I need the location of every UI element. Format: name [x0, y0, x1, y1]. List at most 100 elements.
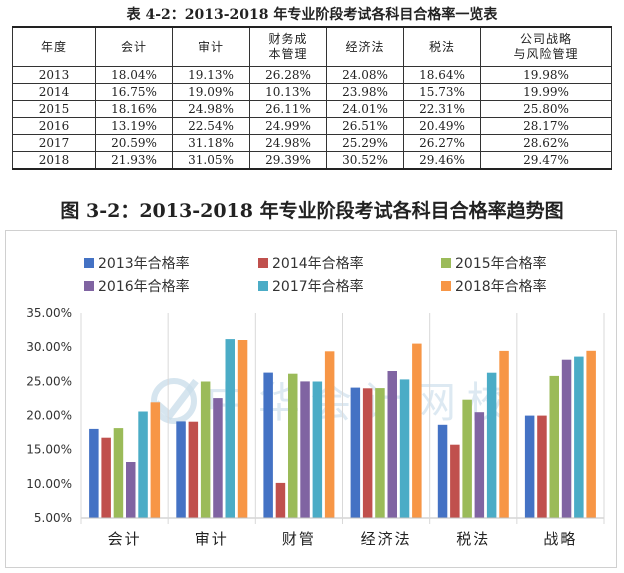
table-rate-cell: 15.73%	[403, 83, 481, 101]
bar	[312, 381, 323, 518]
chart-bars	[89, 339, 596, 518]
bar	[450, 444, 460, 518]
y-tick-label: 10.00%	[26, 477, 72, 491]
x-axis: 会计 审计 财管 经济法 税法 战略	[80, 313, 605, 548]
bar	[188, 421, 199, 518]
pass-rate-table: 年度 会计 审计 财务成 本管理 经济法 税法 公司战略 与风险管理 2013 18.…	[12, 26, 612, 170]
x-category-label: 税法	[456, 530, 490, 548]
bar	[574, 356, 584, 518]
bar	[176, 421, 186, 518]
table-year-cell: 2016	[12, 117, 96, 135]
legend-swatch	[441, 281, 451, 291]
y-tick-label: 30.00%	[26, 340, 72, 354]
legend-swatch	[84, 258, 94, 268]
table-rate-cell: 24.98%	[249, 134, 327, 152]
table-rate-cell: 24.01%	[326, 100, 404, 118]
table-row: 2018 21.93% 31.05% 29.39% 30.52% 29.46% 29.47%	[12, 151, 612, 170]
bar-chart: 2013年合格率 2014年合格率 2015年合格率 2016年合格率 2017年合格率…	[26, 255, 605, 548]
bar	[288, 373, 298, 518]
table-rate-cell: 25.29%	[326, 134, 404, 152]
table-rate-cell: 26.28%	[249, 66, 327, 84]
bar	[275, 482, 286, 518]
x-category-label: 战略	[543, 530, 577, 548]
bar	[89, 428, 99, 518]
table-row: 2014 16.75% 19.09% 10.13% 23.98% 15.73% 19.99%	[12, 83, 612, 101]
bar	[263, 372, 273, 518]
bar	[387, 371, 397, 518]
table-rate-cell: 24.08%	[326, 66, 404, 84]
bar	[237, 340, 248, 518]
table-title: 表 4-2：2013-2018 年专业阶段考试各科目合格率一览表	[126, 7, 498, 23]
chart-container: 2013年合格率 2014年合格率 2015年合格率 2016年合格率 2017年合格率…	[5, 230, 617, 568]
table-rate-cell: 22.31%	[403, 100, 481, 118]
table-rate-cell: 30.52%	[326, 151, 404, 170]
table-rate-cell: 29.46%	[403, 151, 481, 170]
legend-swatch	[258, 258, 268, 268]
table-rate-cell: 13.19%	[95, 117, 173, 135]
bar	[412, 343, 422, 518]
bar	[537, 415, 547, 518]
header-cell-financial-cost-management: 财务成 本管理	[249, 26, 327, 67]
table-row: 2015 18.16% 24.98% 26.11% 24.01% 22.31% 25.80%	[12, 100, 612, 118]
watermark-logo-check	[153, 378, 199, 421]
x-category-label: 审计	[195, 530, 229, 548]
chart-legend: 2013年合格率 2014年合格率 2015年合格率 2016年合格率 2017年合格率…	[84, 255, 547, 295]
table-rate-cell: 10.13%	[249, 83, 327, 101]
table-year-cell: 2018	[12, 151, 96, 170]
bar	[350, 387, 361, 518]
legend-swatch	[84, 281, 94, 291]
table-rate-cell: 28.62%	[480, 134, 612, 152]
y-tick-label: 5.00%	[34, 511, 72, 525]
table-rate-cell: 25.80%	[480, 100, 612, 118]
legend-label: 2014年合格率	[272, 255, 364, 272]
legend-label: 2016年合格率	[98, 278, 190, 295]
table-rate-cell: 19.99%	[480, 83, 612, 101]
table-row: 2016 13.19% 22.54% 24.99% 26.51% 20.49% 28.17%	[12, 117, 612, 135]
header-cell-strategy: 公司战略 与风险管理	[480, 26, 612, 67]
y-tick-label: 25.00%	[26, 374, 72, 388]
legend-label: 2018年合格率	[455, 278, 547, 295]
x-category-label: 会计	[108, 530, 142, 548]
table-rate-cell: 26.27%	[403, 134, 481, 152]
table-rate-cell: 24.99%	[249, 117, 327, 135]
bar	[300, 381, 310, 518]
header-cell-audit: 审计	[172, 26, 250, 67]
watermark-logo-circle	[151, 378, 197, 424]
table-year-cell: 2017	[12, 134, 96, 152]
bar	[113, 428, 124, 518]
table-rate-cell: 18.04%	[95, 66, 173, 84]
header-cell-accounting: 会计	[95, 26, 173, 67]
table-year-cell: 2015	[12, 100, 96, 118]
table-rate-cell: 20.59%	[95, 134, 173, 152]
table-rate-cell: 26.51%	[326, 117, 404, 135]
bar	[561, 359, 572, 518]
bar	[486, 372, 497, 518]
header-cell-tax-law: 税法	[403, 26, 481, 67]
legend-label: 2015年合格率	[455, 255, 547, 272]
table-row: 2017 20.59% 31.18% 24.98% 25.29% 26.27% 28.62%	[12, 134, 612, 152]
table-rate-cell: 21.93%	[95, 151, 173, 170]
bar	[126, 462, 136, 518]
table-year-cell: 2013	[12, 66, 96, 84]
x-category-label: 财管	[282, 530, 316, 548]
bar	[213, 398, 223, 518]
table-row: 2013 18.04% 19.13% 26.28% 24.08% 18.64% 19.98%	[12, 66, 612, 84]
y-tick-label: 20.00%	[26, 409, 72, 423]
legend-swatch	[258, 281, 268, 291]
table-rate-cell: 19.09%	[172, 83, 250, 101]
table-rate-cell: 22.54%	[172, 117, 250, 135]
bar	[138, 411, 148, 518]
chart-title: 图 3-2：2013-2018 年专业阶段考试各科目合格率趋势图	[60, 200, 564, 222]
table-rate-cell: 19.98%	[480, 66, 612, 84]
bar	[474, 412, 485, 518]
bar	[375, 388, 385, 518]
x-category-label: 经济法	[361, 530, 412, 548]
table-rate-cell: 23.98%	[326, 83, 404, 101]
table-rate-cell: 18.64%	[403, 66, 481, 84]
table-rate-cell: 19.13%	[172, 66, 250, 84]
table-rate-cell: 24.98%	[172, 100, 250, 118]
legend-label: 2017年合格率	[272, 278, 364, 295]
table-rate-cell: 28.17%	[480, 117, 612, 135]
y-axis: 5.00% 10.00% 15.00% 20.00% 25.00% 30.00% 35.00…	[26, 306, 72, 525]
legend-label: 2013年合格率	[98, 255, 190, 272]
